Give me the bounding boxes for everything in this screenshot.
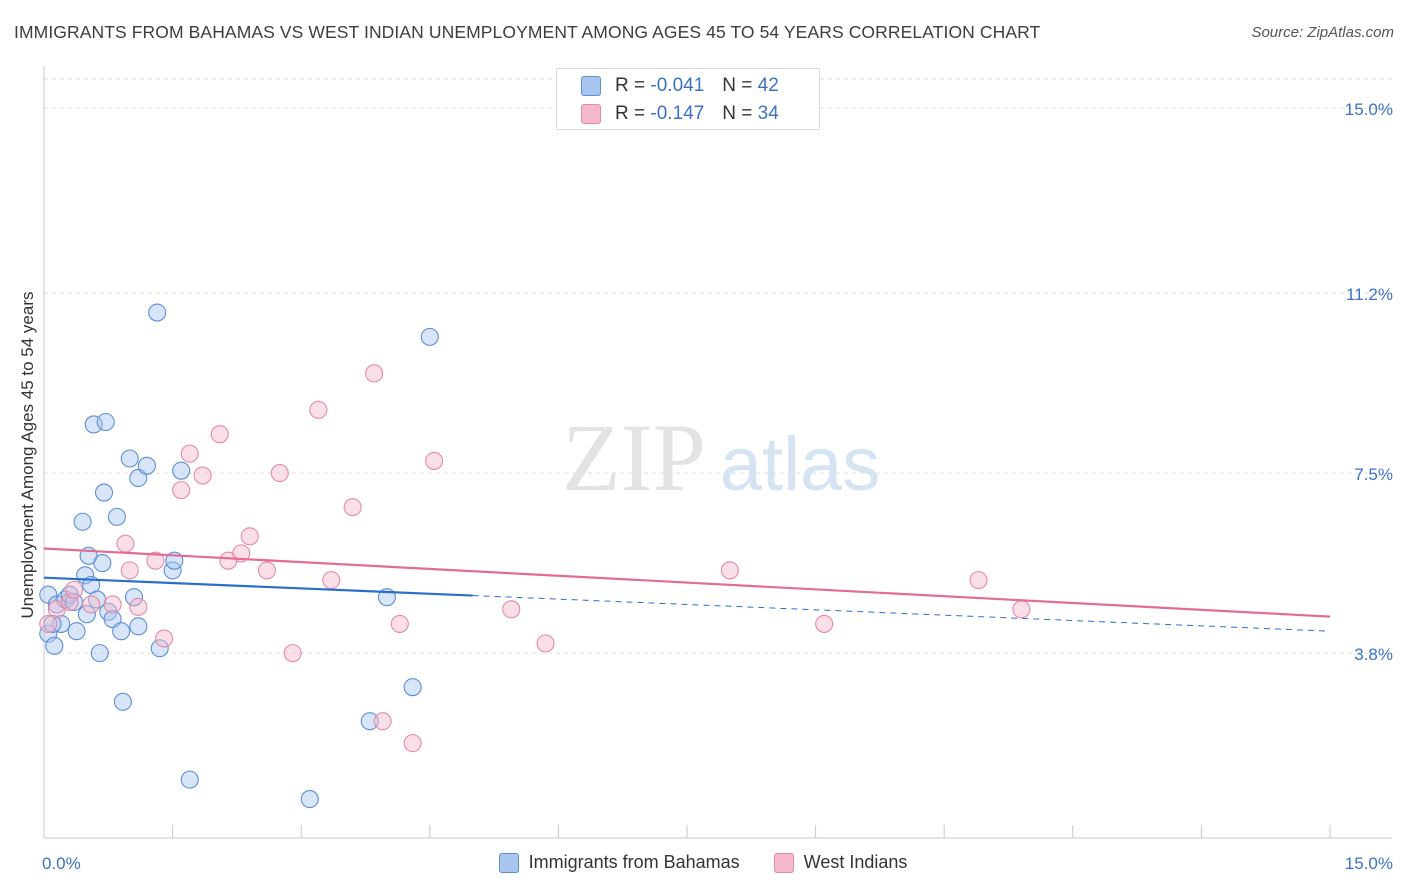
r-label: R = xyxy=(615,75,646,96)
data-point-bahamas xyxy=(420,327,439,346)
data-point-bahamas xyxy=(148,303,167,322)
data-point-west-indians xyxy=(536,634,555,653)
data-point-bahamas xyxy=(120,449,139,468)
series-bahamas-points xyxy=(39,303,439,809)
data-point-bahamas xyxy=(84,415,103,434)
stats-row-bahamas: R = -0.041 N = 42 xyxy=(581,75,779,97)
data-point-bahamas xyxy=(107,507,126,526)
data-point-bahamas xyxy=(403,678,422,697)
stats-row-west-indians: R = -0.147 N = 34 xyxy=(581,103,779,125)
watermark-atlas: atlas xyxy=(720,422,881,507)
data-point-west-indians xyxy=(1012,600,1031,619)
legend-item-bahamas[interactable]: Immigrants from Bahamas xyxy=(498,852,740,873)
data-point-bahamas xyxy=(180,770,199,789)
series-west-indians-points xyxy=(39,364,1031,753)
data-point-west-indians xyxy=(403,734,422,753)
data-point-west-indians xyxy=(116,534,135,553)
data-point-west-indians xyxy=(180,444,199,463)
legend-item-west-indians[interactable]: West Indians xyxy=(773,852,908,873)
trend-line-west-indians xyxy=(43,547,1331,618)
data-point-west-indians xyxy=(365,364,384,383)
data-point-bahamas xyxy=(67,622,86,641)
data-point-west-indians xyxy=(815,614,834,633)
data-point-west-indians xyxy=(720,561,739,580)
data-point-west-indians xyxy=(146,551,165,570)
watermark-zip: ZIP xyxy=(562,404,706,511)
n-value: 34 xyxy=(757,103,779,124)
data-point-bahamas xyxy=(77,605,96,624)
y-tick-label: 11.2% xyxy=(1346,285,1393,304)
x-tick-label-max: 15.0% xyxy=(1345,854,1393,873)
data-point-bahamas xyxy=(45,636,64,655)
data-point-bahamas xyxy=(113,692,132,711)
bahamas-swatch xyxy=(498,852,519,873)
data-point-bahamas xyxy=(150,639,169,658)
data-point-bahamas xyxy=(137,456,156,475)
grid-lines xyxy=(44,78,1392,654)
data-point-bahamas xyxy=(129,617,148,636)
data-point-west-indians xyxy=(60,592,79,612)
legend-label: West Indians xyxy=(803,852,908,872)
trend-line-bahamas-extrapolated xyxy=(472,595,1331,632)
data-point-west-indians xyxy=(210,425,229,444)
data-point-west-indians xyxy=(390,614,409,633)
data-point-west-indians xyxy=(270,464,289,483)
legend-label: Immigrants from Bahamas xyxy=(528,852,740,872)
data-point-west-indians xyxy=(425,451,444,470)
data-point-west-indians xyxy=(120,561,139,580)
stats-legend: R = -0.041 N = 42 R = -0.147 N = 34 xyxy=(556,68,820,130)
chart-title: IMMIGRANTS FROM BAHAMAS VS WEST INDIAN U… xyxy=(14,22,1041,42)
data-point-west-indians xyxy=(283,644,302,663)
n-label: N = xyxy=(722,75,753,96)
source-label: Source: ZipAtlas.com xyxy=(1251,24,1394,41)
axes xyxy=(43,66,1392,839)
data-point-bahamas xyxy=(360,712,379,731)
data-point-west-indians xyxy=(373,712,392,731)
west-indians-swatch xyxy=(581,104,601,124)
data-point-bahamas xyxy=(93,554,112,573)
y-tick-label: 3.8% xyxy=(1354,645,1393,664)
data-point-bahamas xyxy=(112,622,131,641)
x-tick-label-min: 0.0% xyxy=(42,854,81,873)
y-tick-label: 7.5% xyxy=(1354,465,1393,484)
y-axis-label: Unemployment Among Ages 45 to 54 years xyxy=(18,291,37,619)
legend: Immigrants from Bahamas West Indians xyxy=(0,852,1406,873)
data-point-west-indians xyxy=(322,571,341,590)
data-point-west-indians xyxy=(502,600,521,619)
data-point-west-indians xyxy=(343,498,362,517)
data-point-west-indians xyxy=(154,629,174,648)
r-value: -0.147 xyxy=(650,103,705,124)
r-label: R = xyxy=(615,103,646,124)
data-point-bahamas xyxy=(172,461,191,480)
trend-lines xyxy=(43,547,1331,632)
west-indians-swatch xyxy=(773,852,794,873)
data-point-bahamas xyxy=(90,644,109,663)
data-point-west-indians xyxy=(969,571,988,590)
data-point-bahamas xyxy=(94,483,114,502)
data-point-west-indians xyxy=(257,561,276,580)
data-point-west-indians xyxy=(39,614,58,633)
data-point-bahamas xyxy=(300,790,319,809)
data-point-west-indians xyxy=(103,595,122,614)
data-point-west-indians xyxy=(172,481,191,500)
data-point-west-indians xyxy=(193,466,212,485)
data-point-west-indians xyxy=(64,580,84,599)
data-point-west-indians xyxy=(240,527,259,546)
trend-line-bahamas xyxy=(43,576,473,597)
tick-labels: 3.8% 7.5% 11.2% 15.0% 0.0% 15.0% xyxy=(42,100,1393,873)
data-point-bahamas xyxy=(96,412,115,432)
data-point-bahamas xyxy=(124,588,144,607)
n-label: N = xyxy=(722,103,753,124)
data-point-bahamas xyxy=(43,614,62,633)
data-point-west-indians xyxy=(232,544,251,563)
data-point-west-indians xyxy=(309,400,328,419)
y-tick-label: 15.0% xyxy=(1345,100,1393,119)
data-point-west-indians xyxy=(82,595,101,614)
data-point-bahamas xyxy=(73,512,92,531)
n-value: 42 xyxy=(757,75,779,96)
r-value: -0.041 xyxy=(650,75,705,96)
data-point-west-indians xyxy=(129,597,148,616)
bahamas-swatch xyxy=(581,76,601,96)
